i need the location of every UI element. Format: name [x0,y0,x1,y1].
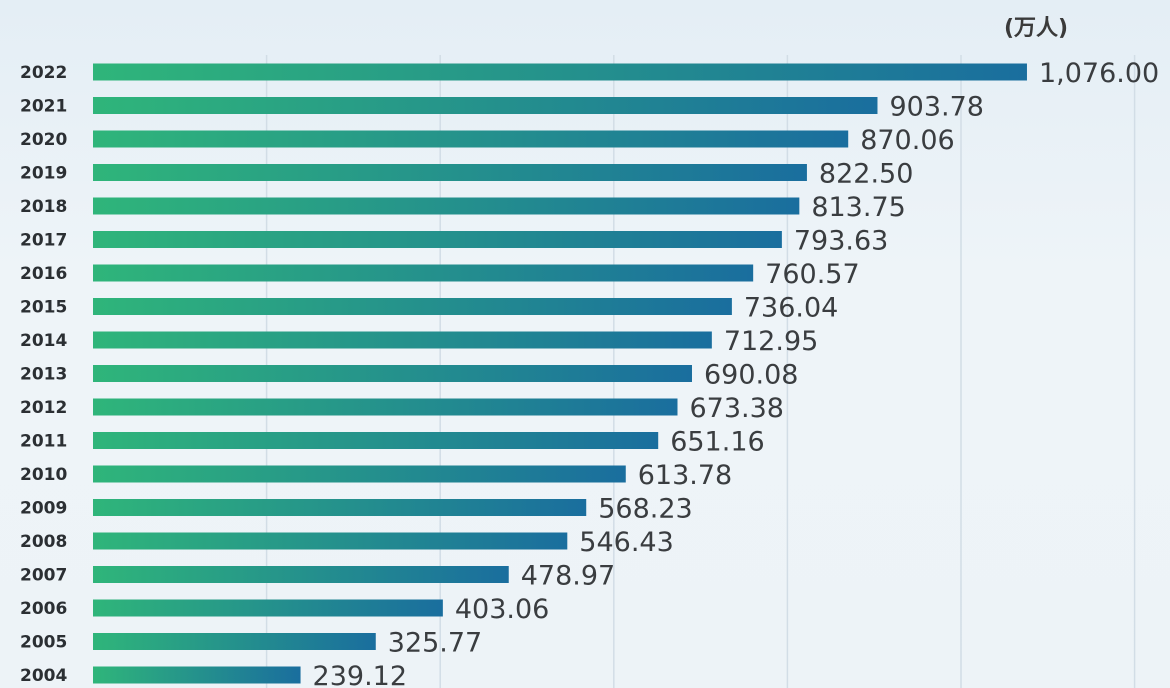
year-label-2009: 2009 [20,499,67,519]
bar-2014 [93,331,712,349]
value-label-2022: 1,076.00 [1039,58,1159,89]
year-label-2012: 2012 [20,398,67,418]
year-label-2020: 2020 [20,130,67,150]
value-label-2018: 813.75 [811,192,905,223]
year-label-2015: 2015 [20,298,67,318]
value-label-2010: 613.78 [638,460,732,491]
year-label-2004: 2004 [20,666,67,686]
value-label-2019: 822.50 [819,159,913,190]
year-label-2014: 2014 [20,331,67,351]
bar-2012 [93,398,678,416]
year-label-2011: 2011 [20,432,67,452]
bar-2017 [93,231,782,248]
year-label-2005: 2005 [20,633,67,653]
value-label-2017: 793.63 [794,226,888,257]
value-label-2004: 239.12 [313,661,407,688]
value-label-2009: 568.23 [598,494,692,525]
year-label-2008: 2008 [20,532,67,552]
year-label-2017: 2017 [20,231,67,251]
value-label-2015: 736.04 [744,293,838,324]
value-labels: 1,076.00 903.78870.06822.50813.75793.6376… [313,58,1160,688]
bar-2005 [93,633,376,650]
bar-2021 [93,97,878,114]
year-label-2022: 2022 [20,63,67,83]
year-label-2006: 2006 [20,599,67,619]
bar-2015 [93,298,732,315]
value-label-2005: 325.77 [388,628,482,659]
bar-2008 [93,532,568,550]
bar-2018 [93,197,800,215]
unit-label: (万人) [1004,16,1069,41]
bar-2020 [93,130,849,148]
bar-2006 [93,599,443,617]
bars [93,63,1027,684]
year-label-2013: 2013 [20,365,67,385]
value-label-2008: 546.43 [579,527,673,558]
year-label-2019: 2019 [20,164,67,184]
year-label-2007: 2007 [20,566,67,586]
year-label-2016: 2016 [20,264,67,284]
value-label-2007: 478.97 [521,561,615,592]
bar-2007 [93,566,509,583]
bar-2022 [93,63,1027,81]
bar-2019 [93,164,807,181]
value-label-2016: 760.57 [765,259,859,290]
bar-2004 [93,666,301,684]
year-label-2021: 2021 [20,97,67,117]
value-label-2006: 403.06 [455,594,549,625]
value-label-2013: 690.08 [704,360,798,391]
value-label-2012: 673.38 [689,393,783,424]
bar-2010 [93,465,626,483]
year-label-2018: 2018 [20,197,67,217]
bar-2013 [93,365,692,382]
value-label-2014: 712.95 [724,326,818,357]
bar-2011 [93,432,659,449]
value-label-2020: 870.06 [860,125,954,156]
bar-2016 [93,264,754,282]
year-labels: 2022 2021 2020 2019 2018 2017 2016 2015 2014 2013… [20,63,67,686]
year-label-2010: 2010 [20,465,67,485]
bar-2009 [93,499,587,516]
value-label-2021: 903.78 [889,92,983,123]
value-label-2011: 651.16 [670,427,764,458]
